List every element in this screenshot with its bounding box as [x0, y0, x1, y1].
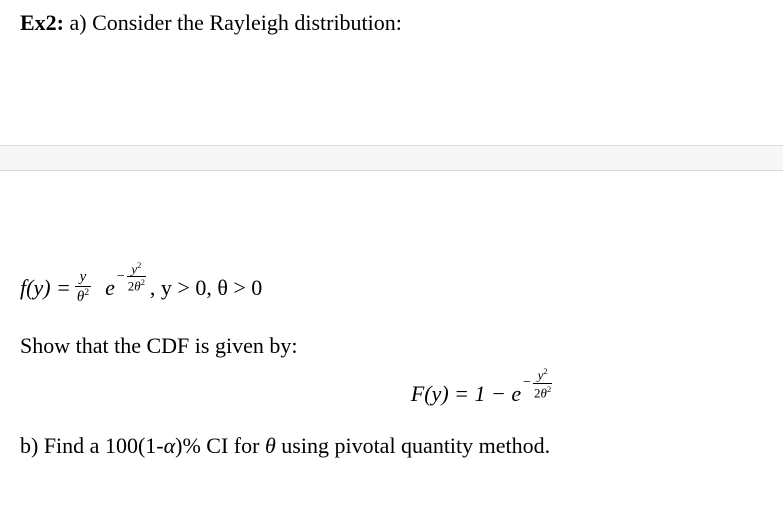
partb-prefix: b) Find a 100(1- — [20, 433, 164, 458]
section-divider — [0, 145, 783, 171]
pdf-exponential: e − y2 2θ2 — [105, 275, 146, 301]
cdf-exp-den: 2θ2 — [533, 383, 552, 399]
cdf-lhs: F(y) = 1 − e — [411, 381, 521, 407]
partb-theta: θ — [265, 433, 276, 458]
show-cdf-text: Show that the CDF is given by: — [20, 333, 763, 359]
partb-alpha: α — [164, 433, 176, 458]
pdf-exp-fraction: y2 2θ2 — [127, 261, 146, 293]
pdf-e: e — [105, 275, 115, 301]
partb-suffix: using pivotal quantity method. — [276, 433, 550, 458]
cdf-row: F(y) = 1 − e − y2 2θ2 — [20, 381, 763, 407]
pdf-exp-minus: − — [117, 269, 125, 285]
partb-mid: )% CI for — [175, 433, 265, 458]
part-a-text: a) Consider the Rayleigh distribution: — [64, 10, 402, 35]
pdf-formula: f(y) = y θ2 e − y2 2θ2 , y > 0, θ > 0 — [20, 270, 763, 305]
pdf-frac-num: y — [78, 270, 89, 286]
pdf-exp-num: y2 — [130, 261, 142, 276]
cdf-exp-minus: − — [523, 375, 531, 391]
pdf-fraction: y θ2 — [75, 270, 91, 305]
content-area: f(y) = y θ2 e − y2 2θ2 , y > 0, θ > 0 Sh… — [20, 270, 763, 459]
cdf-main: F(y) = 1 − e − y2 2θ2 — [411, 381, 552, 407]
pdf-frac-den: θ2 — [75, 286, 91, 305]
exercise-label: Ex2: — [20, 10, 64, 35]
cdf-formula: F(y) = 1 − e − y2 2θ2 — [411, 381, 552, 407]
pdf-exp-den: 2θ2 — [127, 276, 146, 292]
exercise-header: Ex2: a) Consider the Rayleigh distributi… — [20, 10, 402, 36]
cdf-exp-num: y2 — [537, 367, 549, 382]
part-b-text: b) Find a 100(1-α)% CI for θ using pivot… — [20, 433, 763, 459]
pdf-lhs: f(y) = — [20, 275, 71, 301]
cdf-exponent: − y2 2θ2 — [523, 367, 552, 399]
page: Ex2: a) Consider the Rayleigh distributi… — [0, 0, 783, 507]
pdf-conditions: , y > 0, θ > 0 — [150, 275, 262, 301]
pdf-exponent: − y2 2θ2 — [117, 261, 146, 293]
cdf-exp-fraction: y2 2θ2 — [533, 367, 552, 399]
